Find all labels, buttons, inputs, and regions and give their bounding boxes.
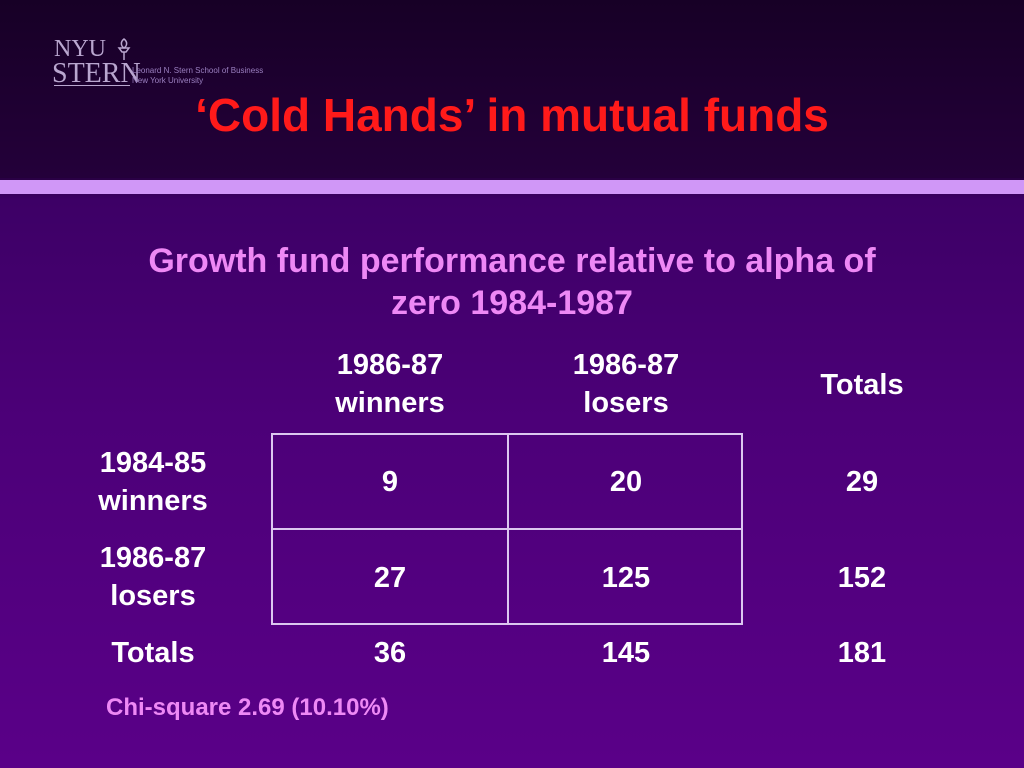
row-total: 29 xyxy=(845,466,879,498)
col-header-losers: 1986-87 losers xyxy=(526,346,726,422)
logo-school-line1: Leonard N. Stern School of Business xyxy=(132,66,264,75)
col-header-totals: Totals xyxy=(762,366,962,404)
col-header-line: winners xyxy=(335,387,445,419)
chi-square-note: Chi-square 2.69 (10.10%) xyxy=(106,694,389,721)
col-header-line: losers xyxy=(583,387,669,419)
col-header-line: 1986-87 xyxy=(572,349,680,381)
table-cell: 125 xyxy=(601,562,651,594)
logo-nyu-text: NYU xyxy=(54,36,106,62)
col-header-line: 1986-87 xyxy=(336,349,444,381)
column-total: 36 xyxy=(373,637,407,669)
row-header-line: losers xyxy=(110,580,196,612)
grid-horizontal-divider xyxy=(271,528,743,530)
col-header-line: Totals xyxy=(820,369,904,401)
logo-school-line2: New York University xyxy=(132,76,204,85)
slide-subtitle: Growth fund performance relative to alph… xyxy=(60,240,964,324)
logo-underline xyxy=(54,85,130,86)
column-total: 145 xyxy=(601,637,651,669)
logo-school-name: Leonard N. Stern School of Business New … xyxy=(132,66,263,86)
torch-icon xyxy=(117,38,131,60)
row-header-line: 1986-87 xyxy=(99,542,207,574)
nyu-stern-logo: NYU STERN Leonard N. Stern School of Bus… xyxy=(52,36,292,89)
row-total: 152 xyxy=(837,562,887,594)
row-header-1986-87-losers: 1986-87 losers xyxy=(53,539,253,615)
header-divider-band xyxy=(0,180,1024,194)
row-header-totals: Totals xyxy=(111,637,195,669)
slide-header xyxy=(0,0,1024,178)
table-cell: 9 xyxy=(381,466,399,498)
subtitle-line-1: Growth fund performance relative to alph… xyxy=(148,242,876,280)
subtitle-line-2: zero 1984-1987 xyxy=(391,284,633,322)
slide-title: ‘Cold Hands’ in mutual funds xyxy=(195,89,829,141)
row-header-line: 1984-85 xyxy=(99,447,207,479)
grand-total: 181 xyxy=(837,637,887,669)
row-header-line: winners xyxy=(98,485,208,517)
logo-stern-text: STERN xyxy=(52,58,141,89)
table-cell: 20 xyxy=(609,466,643,498)
table-cell: 27 xyxy=(373,562,407,594)
row-header-1984-85-winners: 1984-85 winners xyxy=(53,444,253,520)
col-header-winners: 1986-87 winners xyxy=(290,346,490,422)
